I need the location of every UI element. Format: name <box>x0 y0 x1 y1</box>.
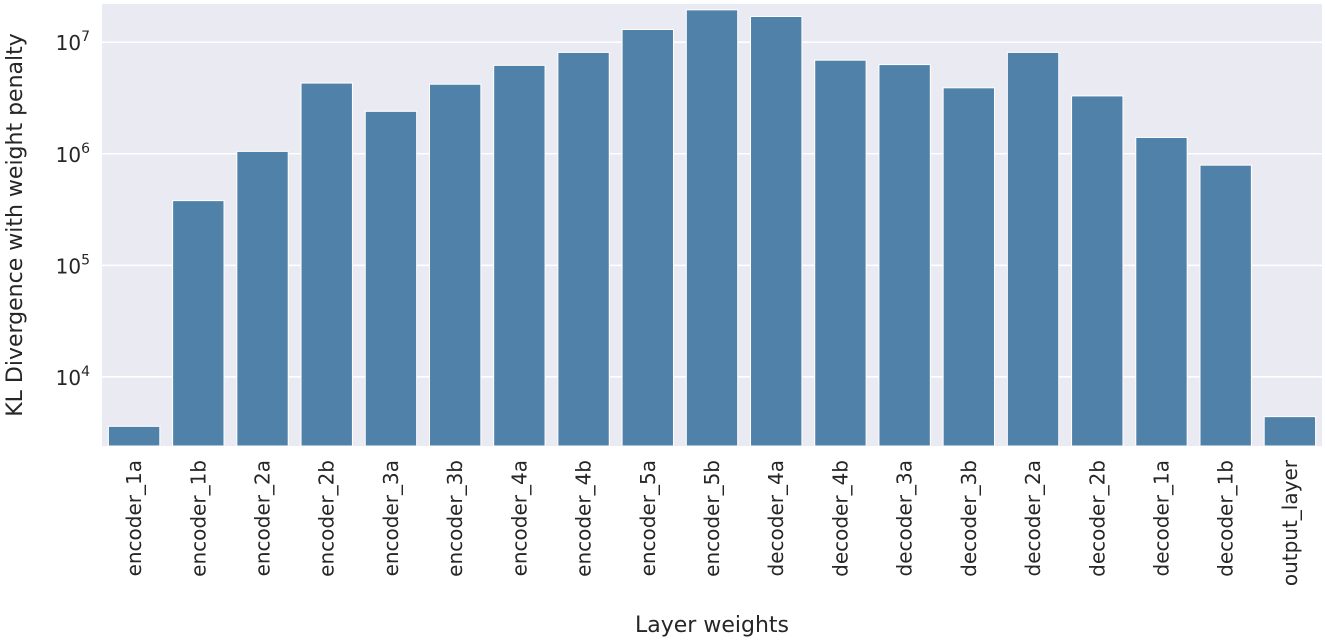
x-tick-label: decoder_4b <box>828 460 852 577</box>
bar-decoder_3a <box>878 64 931 447</box>
bar-decoder_3b <box>942 87 996 447</box>
y-tick-base: 10 <box>56 31 81 55</box>
x-tick-label: encoder_5b <box>700 460 724 577</box>
x-tick-label: encoder_1a <box>122 460 146 576</box>
bar-decoder_1b <box>1199 164 1252 447</box>
bar-decoder_4a <box>750 15 803 447</box>
y-tick-base: 10 <box>56 143 81 167</box>
y-tick-exponent: 5 <box>81 252 90 268</box>
x-tick-label: encoder_3b <box>443 460 467 577</box>
x-tick-label: decoder_2a <box>1021 460 1045 576</box>
bar-encoder_3b <box>428 83 482 447</box>
x-tick-label: encoder_2a <box>251 460 275 576</box>
y-tick-label: 107 <box>56 29 90 55</box>
y-tick-exponent: 4 <box>81 364 90 380</box>
x-tick-label: decoder_3b <box>957 460 981 577</box>
y-axis-label: KL Divergence with weight penalty <box>3 33 28 417</box>
y-tick-base: 10 <box>56 366 81 390</box>
x-tick-label: encoder_2b <box>315 460 339 577</box>
bar-encoder_2a <box>236 150 289 447</box>
x-axis-label: Layer weights <box>635 613 789 638</box>
bars <box>107 9 1317 447</box>
x-tick-label: decoder_3a <box>893 460 917 576</box>
bar-encoder_1b <box>172 200 225 447</box>
x-tick-label: decoder_2b <box>1085 460 1109 577</box>
bar-encoder_5a <box>621 28 674 447</box>
bar-encoder_2b <box>300 82 353 447</box>
y-tick-label: 104 <box>56 364 90 390</box>
bar-decoder_4b <box>814 59 867 447</box>
bar-encoder_4a <box>493 64 546 447</box>
bar-encoder_4b <box>557 51 610 447</box>
bar-decoder_2b <box>1071 95 1124 447</box>
x-tick-label: encoder_4a <box>507 460 531 576</box>
y-tick-base: 10 <box>56 254 81 278</box>
y-tick-exponent: 7 <box>81 29 90 45</box>
bar-encoder_5b <box>685 9 739 447</box>
x-tick-label: decoder_4a <box>764 460 788 576</box>
x-tick-label: encoder_4b <box>572 460 596 577</box>
bar-encoder_1a <box>107 425 161 447</box>
bar-decoder_1a <box>1135 136 1188 447</box>
x-tick-label: encoder_1b <box>186 460 210 577</box>
bar-encoder_3a <box>364 110 418 447</box>
y-tick-label: 105 <box>56 252 90 278</box>
x-tick-label: output_layer <box>1278 459 1302 586</box>
x-tick-label: encoder_3a <box>379 460 403 576</box>
bar-output_layer <box>1263 416 1317 447</box>
x-tick-label: decoder_1b <box>1214 460 1238 577</box>
bar-decoder_2a <box>1006 51 1060 447</box>
y-tick-label: 106 <box>56 141 90 167</box>
x-tick-labels: encoder_1a encoder_1b encoder_2a encoder_2b… <box>122 459 1302 586</box>
x-tick-label: encoder_5a <box>636 460 660 576</box>
y-tick-exponent: 6 <box>81 141 90 157</box>
x-tick-label: decoder_1a <box>1149 460 1173 576</box>
